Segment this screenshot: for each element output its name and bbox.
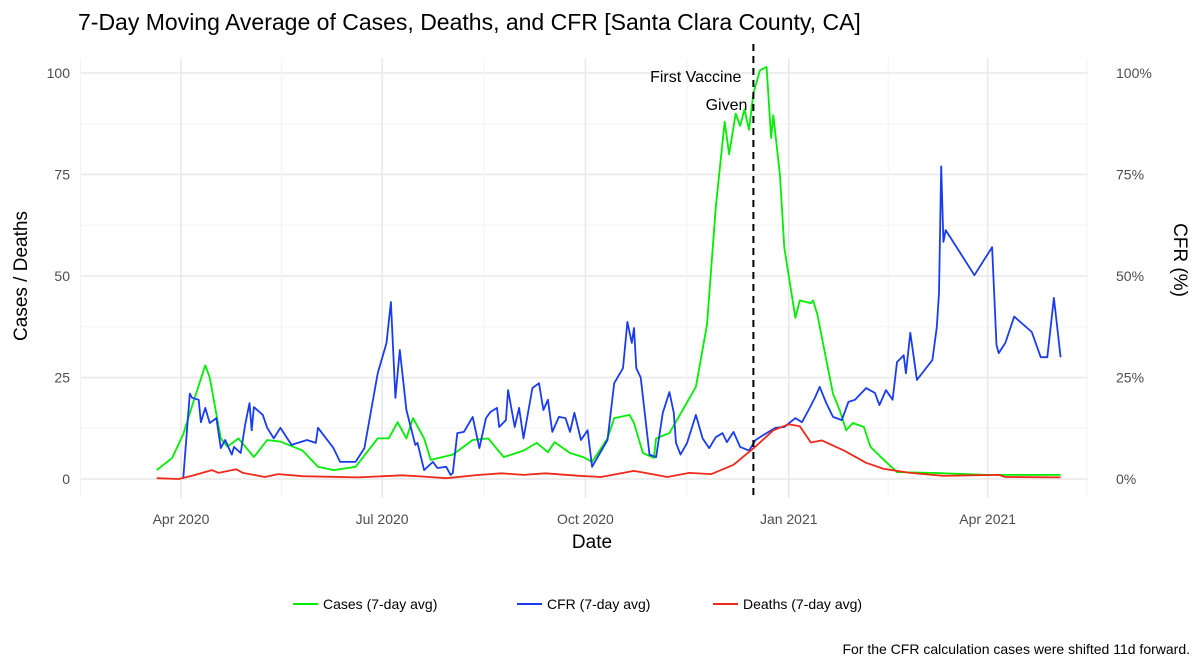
grid (79, 58, 1088, 498)
x-axis-label: Date (572, 532, 612, 553)
x-tick-label: Apr 2021 (959, 511, 1016, 527)
y-right-tick-label: 25% (1116, 370, 1144, 386)
annotation-line2: Given (706, 97, 748, 114)
series-line-deaths (156, 423, 1061, 480)
legend-label-cases: Cases (7-day avg) (323, 596, 437, 612)
x-tick-label: Apr 2020 (153, 511, 210, 527)
y-right-tick-label: 0% (1116, 471, 1136, 487)
vaccine-annotation: First Vaccine Given (650, 44, 755, 500)
legend: Cases (7-day avg) CFR (7-day avg) Deaths (… (293, 596, 862, 612)
y-right-tick-label: 50% (1116, 268, 1144, 284)
y-tick-label: 25 (54, 370, 70, 386)
y-tick-label: 75 (54, 167, 70, 183)
y-axis-right: 0% 25% 50% 75% 100% (1116, 65, 1152, 487)
series-line-cfr (182, 165, 1062, 480)
y-tick-label: 0 (62, 471, 70, 487)
annotation-line1: First Vaccine (650, 69, 741, 86)
legend-label-cfr: CFR (7-day avg) (547, 596, 650, 612)
series-lines (156, 66, 1062, 480)
chart-title: 7-Day Moving Average of Cases, Deaths, a… (78, 9, 861, 35)
x-tick-label: Jan 2021 (760, 511, 818, 527)
x-tick-label: Jul 2020 (356, 511, 409, 527)
y-right-tick-label: 100% (1116, 65, 1152, 81)
caption: For the CFR calculation cases were shift… (842, 641, 1190, 657)
y-axis-left: 0 25 50 75 100 (47, 65, 71, 487)
y-tick-label: 100 (47, 65, 71, 81)
x-tick-label: Oct 2020 (557, 511, 614, 527)
legend-label-deaths: Deaths (7-day avg) (743, 596, 862, 612)
x-axis: Apr 2020 Jul 2020 Oct 2020 Jan 2021 Apr 2021 (153, 511, 1017, 527)
y-tick-label: 50 (54, 268, 70, 284)
y-right-tick-label: 75% (1116, 167, 1144, 183)
series-line-cases (156, 66, 1061, 476)
y-axis-label: Cases / Deaths (11, 211, 32, 341)
y-axis-right-label: CFR (%) (1169, 223, 1190, 297)
